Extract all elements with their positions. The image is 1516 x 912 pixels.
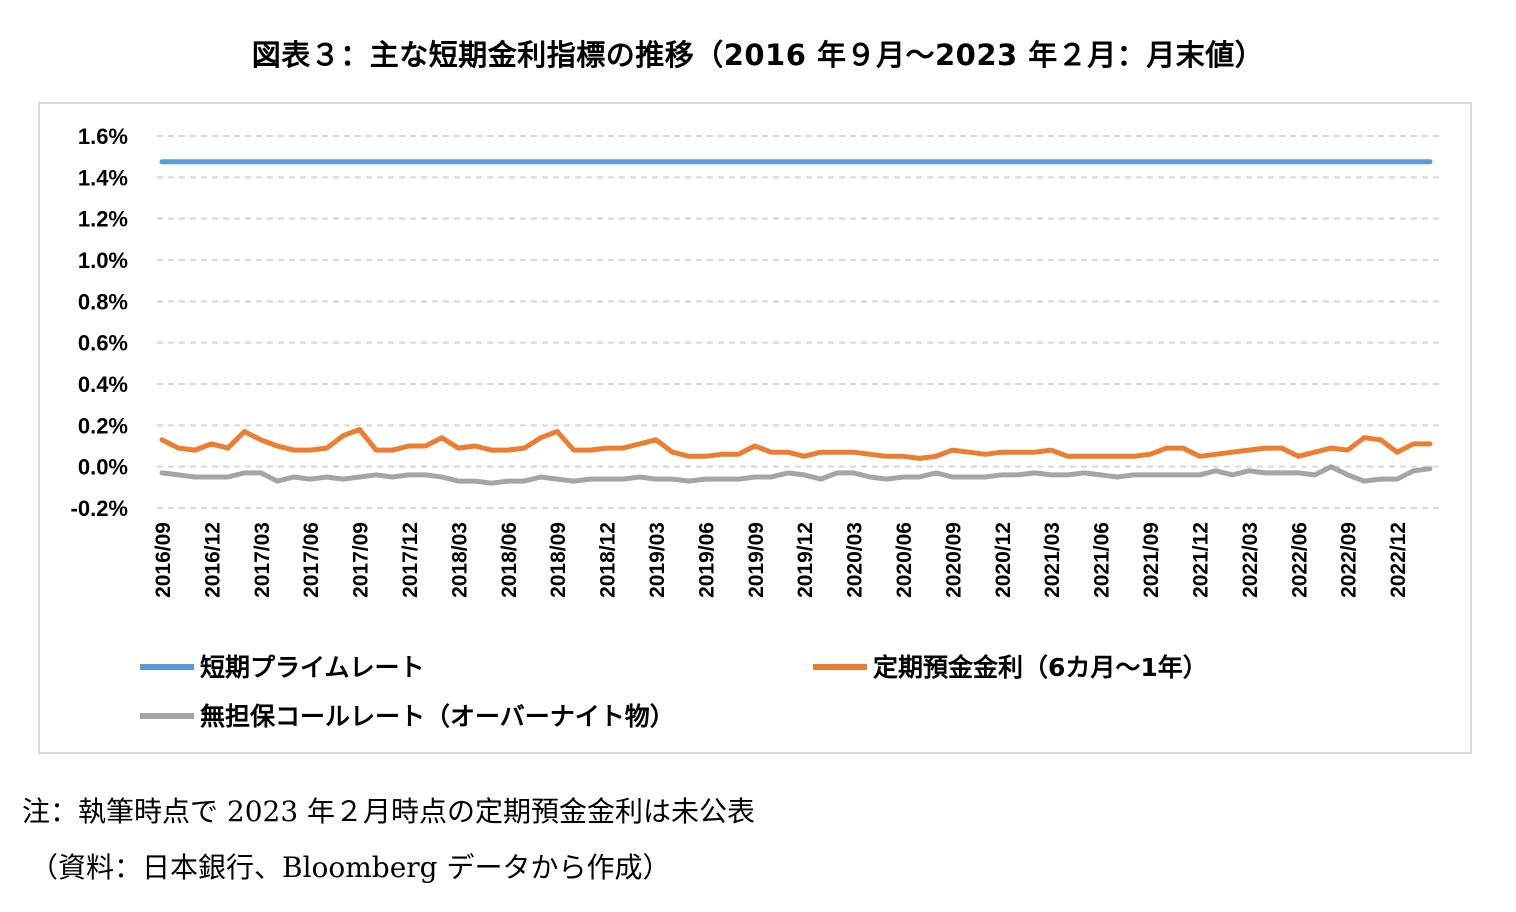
y-tick-label: 0.4% bbox=[78, 372, 128, 397]
y-tick-label: 0.8% bbox=[78, 289, 128, 314]
x-tick-label: 2022/03 bbox=[1239, 522, 1262, 598]
x-tick-label: 2021/09 bbox=[1140, 522, 1163, 598]
x-tick-label: 2019/06 bbox=[695, 522, 718, 598]
y-tick-label: -0.2% bbox=[71, 496, 128, 521]
x-tick-label: 2020/03 bbox=[844, 522, 867, 598]
x-tick-label: 2018/09 bbox=[547, 522, 570, 598]
x-tick-label: 2018/06 bbox=[498, 522, 521, 598]
x-tick-label: 2017/03 bbox=[251, 522, 274, 598]
x-tick-label: 2019/12 bbox=[794, 522, 817, 598]
x-tick-label: 2017/06 bbox=[300, 522, 323, 598]
x-tick-label: 2016/09 bbox=[152, 522, 175, 598]
y-tick-label: 0.6% bbox=[78, 331, 128, 356]
y-tick-label: 0.2% bbox=[78, 413, 128, 438]
x-tick-label: 2021/12 bbox=[1189, 522, 1212, 598]
x-tick-label: 2020/12 bbox=[992, 522, 1015, 598]
x-tick-label: 2019/03 bbox=[646, 522, 669, 598]
x-tick-label: 2022/09 bbox=[1338, 522, 1361, 598]
x-tick-label: 2021/06 bbox=[1091, 522, 1114, 598]
line-chart: 1.6% 1.4% 1.2% 1.0% 0.8% 0.6% 0.4% 0.2% 0.0% -0.2… bbox=[71, 124, 1442, 731]
footnote: 注：執筆時点で 2023 年２月時点の定期預金金利は未公表 bbox=[22, 795, 756, 828]
x-tick-label: 2017/09 bbox=[350, 522, 373, 598]
y-tick-label: 1.4% bbox=[78, 165, 128, 190]
x-tick-label: 2018/03 bbox=[448, 522, 471, 598]
x-tick-label: 2022/12 bbox=[1387, 522, 1410, 598]
y-tick-label: 1.6% bbox=[78, 124, 128, 149]
legend-label-3: 無担保コールレート（オーバーナイト物） bbox=[200, 702, 675, 731]
series-line-3 bbox=[159, 464, 1433, 486]
x-tick-label: 2017/12 bbox=[399, 522, 422, 598]
legend-label-1: 短期プライムレート bbox=[200, 653, 425, 682]
x-tick-label: 2020/09 bbox=[942, 522, 965, 598]
x-tick-label: 2021/03 bbox=[1041, 522, 1064, 598]
x-tick-label: 2022/06 bbox=[1288, 522, 1311, 598]
y-tick-label: 1.2% bbox=[78, 207, 128, 232]
y-tick-label: 0.0% bbox=[78, 455, 128, 480]
x-tick-label: 2019/09 bbox=[745, 522, 768, 598]
chart-area: 1.6% 1.4% 1.2% 1.0% 0.8% 0.6% 0.4% 0.2% 0.0% -0.2… bbox=[38, 102, 1472, 754]
series-line-2 bbox=[159, 427, 1433, 461]
x-tick-label: 2018/12 bbox=[597, 522, 620, 598]
chart-title: 図表３：主な短期金利指標の推移（2016 年９月～2023 年２月：月末値） bbox=[251, 38, 1265, 72]
y-tick-label: 1.0% bbox=[78, 248, 128, 273]
x-tick-label: 2016/12 bbox=[201, 522, 224, 598]
x-tick-label: 2020/06 bbox=[893, 522, 916, 598]
source-note: （資料：日本銀行、Bloomberg データから作成） bbox=[30, 851, 671, 884]
legend-label-2: 定期預金金利（6カ月～1年） bbox=[873, 653, 1208, 682]
